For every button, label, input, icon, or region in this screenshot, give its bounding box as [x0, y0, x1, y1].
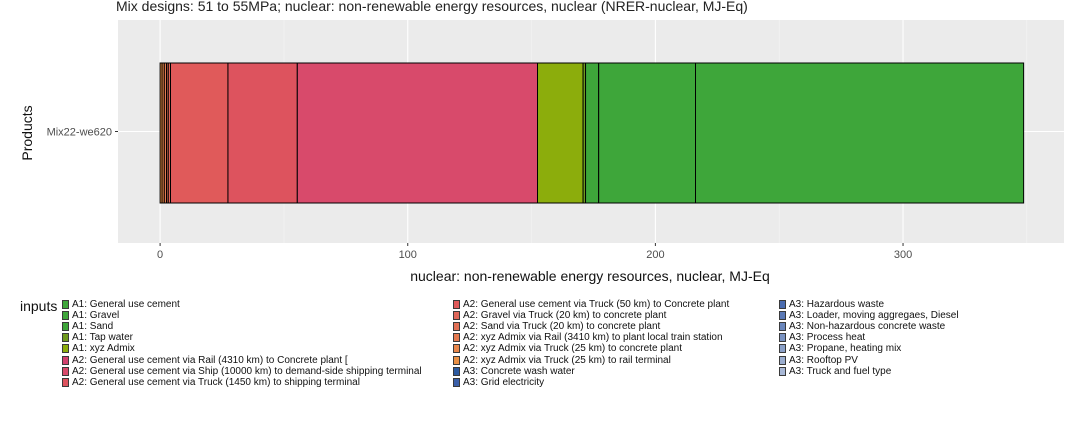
legend-swatch — [62, 344, 69, 354]
legend-label: A2: Gravel via Truck (20 km) to concrete… — [463, 310, 667, 322]
legend-swatch — [779, 311, 786, 321]
x-tick-label: 200 — [646, 249, 664, 261]
legend-label: A2: xyz Admix via Truck (25 km) to concr… — [463, 343, 682, 355]
legend-label: A2: General use cement via Truck (1450 k… — [72, 376, 360, 388]
legend-label: A1: Gravel — [72, 310, 120, 322]
legend-label: A3: Propane, heating mix — [789, 343, 902, 355]
bar-segment: A1: Gravel: 39.1 — [598, 62, 697, 204]
legend-label: A2: xyz Admix via Rail (3410 km) to plan… — [463, 332, 723, 344]
x-tick-label: 300 — [894, 249, 912, 261]
legend-item: A3: Non-hazardous concrete waste — [779, 321, 945, 332]
legend-item: A3: Process heat — [779, 332, 865, 343]
x-tick-label: 0 — [157, 249, 163, 261]
legend-item: A1: General use cement — [62, 299, 180, 310]
x-axis-title: nuclear: non-renewable energy resources,… — [410, 268, 770, 284]
legend-item: A2: xyz Admix via Rail (3410 km) to plan… — [453, 332, 723, 343]
legend-swatch — [779, 344, 786, 354]
legend-item: A1: xyz Admix — [62, 343, 135, 354]
legend-swatch — [779, 355, 786, 365]
legend-swatch — [453, 311, 460, 321]
legend-label: A1: xyz Admix — [72, 343, 135, 355]
legend-swatch — [779, 322, 786, 332]
legend-item: A3: Loader, moving aggregaes, Diesel — [779, 310, 959, 321]
bar-segment: A1: xyz Admix: 18.4 — [537, 62, 584, 204]
legend-label: A1: General use cement — [72, 299, 180, 310]
legend-label: A3: Process heat — [789, 332, 866, 344]
x-tick-label: 100 — [399, 249, 417, 261]
bar-segment: A2: General use cement via Truck (1450 k… — [227, 62, 298, 204]
legend-swatch — [779, 366, 786, 376]
legend-item: A2: xyz Admix via Truck (25 km) to concr… — [453, 343, 682, 354]
bar-segment: A1: Sand: 5.3 — [585, 62, 600, 204]
legend-item: A1: Tap water — [62, 332, 133, 343]
legend-label: A3: Non-hazardous concrete waste — [789, 321, 946, 333]
legend-item: A3: Concrete wash water — [453, 366, 575, 377]
legend-swatch — [62, 322, 69, 332]
legend-item: A3: Truck and fuel type — [779, 366, 891, 377]
legend-label: A3: Hazardous waste — [789, 299, 885, 310]
legend-title: inputs — [20, 298, 58, 314]
legend-label: A3: Concrete wash water — [463, 365, 575, 377]
legend-item: A2: General use cement via Rail (4310 km… — [62, 355, 348, 366]
legend-swatch — [453, 366, 460, 376]
legend-swatch — [62, 300, 69, 309]
y-axis-title: Products — [19, 105, 35, 160]
legend-label: A2: General use cement via Truck (50 km)… — [463, 299, 730, 310]
legend-label: A3: Loader, moving aggregaes, Diesel — [789, 310, 959, 322]
legend-item: A1: Sand — [62, 321, 113, 332]
legend-item: A3: Grid electricity — [453, 377, 544, 388]
legend-item: A2: Gravel via Truck (20 km) to concrete… — [453, 310, 666, 321]
legend-item: A2: General use cement via Truck (50 km)… — [453, 299, 729, 310]
legend-swatch — [453, 322, 460, 332]
legend-label: A2: Sand via Truck (20 km) to concrete p… — [463, 321, 661, 333]
legend-item: A1: Gravel — [62, 310, 119, 321]
legend-label: A1: Tap water — [72, 332, 133, 344]
x-axis: 0 100 200 300 — [157, 243, 912, 261]
legend-item: A3: Rooftop PV — [779, 355, 858, 366]
legend-item: A2: Sand via Truck (20 km) to concrete p… — [453, 321, 660, 332]
legend-swatch — [779, 300, 786, 309]
legend-swatch — [779, 333, 786, 343]
y-tick-label: Mix22-we620 — [47, 127, 112, 139]
legend-swatch — [453, 333, 460, 343]
legend-item: A2: General use cement via Truck (1450 k… — [62, 377, 360, 388]
legend-label: A2: General use cement via Rail (4310 km… — [72, 354, 348, 366]
legend-swatch — [453, 344, 460, 354]
legend-label: A3: Grid electricity — [463, 376, 545, 388]
legend-label: A2: xyz Admix via Truck (25 km) to rail … — [463, 354, 671, 366]
legend-swatch — [62, 377, 69, 387]
bar-segments: A2: xyz Admix via Truck (25 km) to rail … — [159, 62, 1025, 204]
chart-title: Mix designs: 51 to 55MPa; nuclear: non-r… — [116, 0, 748, 14]
legend: inputs A1: General use cement A1: Gravel A… — [20, 296, 1084, 396]
legend-swatch — [62, 366, 69, 376]
legend-label: A3: Truck and fuel type — [789, 365, 892, 377]
legend-swatch — [453, 377, 460, 387]
legend-swatch — [62, 311, 69, 321]
stacked-bar-chart: Mix designs: 51 to 55MPa; nuclear: non-r… — [19, 0, 1064, 284]
legend-item: A2: General use cement via Ship (10000 k… — [62, 366, 422, 377]
legend-swatch — [453, 355, 460, 365]
legend-swatch — [62, 355, 69, 365]
bar-segment: A2: General use cement via Ship (10000 k… — [296, 62, 539, 204]
legend-item: A3: Hazardous waste — [779, 299, 884, 310]
legend-label: A2: General use cement via Ship (10000 k… — [72, 365, 422, 377]
legend-swatch — [62, 333, 69, 343]
legend-label: A1: Sand — [72, 321, 114, 333]
bar-segment: A1: General use cement: 132.5 — [695, 62, 1025, 204]
legend-item: A2: xyz Admix via Truck (25 km) to rail … — [453, 355, 671, 366]
legend-label: A3: Rooftop PV — [789, 354, 858, 366]
legend-swatch — [453, 300, 460, 309]
bar-segment: A2: General use cement via Truck (50 km)… — [170, 62, 229, 204]
legend-item: A3: Propane, heating mix — [779, 343, 901, 354]
y-axis: Mix22-we620 — [47, 127, 118, 139]
